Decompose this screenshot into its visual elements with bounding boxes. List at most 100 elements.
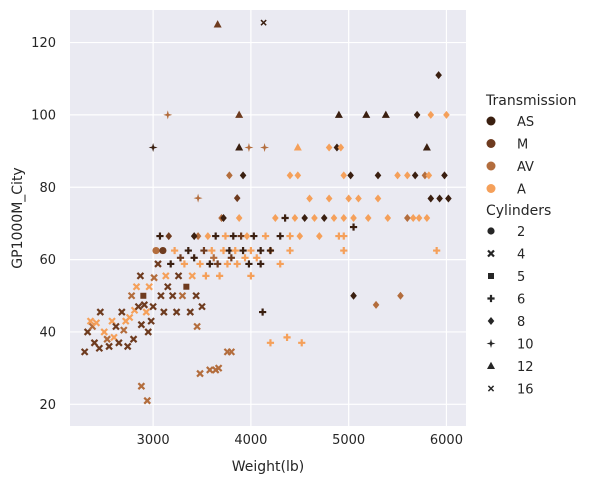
data-point — [345, 194, 352, 203]
data-point — [176, 254, 185, 262]
data-point — [364, 214, 372, 222]
data-point — [413, 110, 421, 119]
data-point — [235, 214, 243, 222]
legend-style-label: 8 — [517, 315, 525, 330]
data-point — [235, 110, 244, 118]
data-point — [206, 260, 214, 268]
data-point — [227, 254, 235, 262]
legend-style-marker — [487, 361, 495, 369]
legend-style-label: 4 — [517, 248, 525, 263]
data-point — [129, 335, 138, 343]
data-point — [172, 308, 181, 316]
data-point — [140, 292, 147, 299]
x-tick-label: 4000 — [234, 433, 267, 448]
data-point — [281, 214, 289, 222]
data-point — [330, 214, 338, 222]
data-point — [241, 254, 249, 262]
data-point — [435, 71, 442, 80]
data-point — [296, 232, 304, 241]
legend-style-label: 16 — [517, 383, 534, 398]
data-point — [425, 171, 433, 180]
data-point — [214, 364, 223, 372]
data-point — [306, 194, 313, 203]
data-point — [160, 308, 168, 316]
data-point — [239, 246, 247, 255]
legend-style-title: Cylinders — [486, 203, 551, 219]
data-point — [142, 308, 151, 316]
data-point — [125, 313, 134, 322]
data-point — [137, 320, 146, 329]
data-point — [154, 260, 162, 268]
data-point — [355, 194, 362, 203]
data-point — [445, 194, 452, 203]
y-axis-label: GP1000M_City — [10, 167, 26, 268]
data-point — [118, 308, 126, 316]
data-point — [216, 272, 224, 280]
data-point — [100, 328, 108, 336]
data-point — [294, 171, 302, 180]
data-point — [423, 214, 431, 222]
data-point — [202, 272, 210, 280]
legend-style-label: 6 — [517, 293, 525, 308]
data-point — [334, 110, 343, 118]
data-point — [163, 110, 173, 120]
x-tick-label: 3000 — [137, 433, 170, 448]
y-tick-label: 20 — [39, 398, 56, 413]
data-point — [340, 214, 348, 222]
data-point — [340, 232, 348, 240]
data-point — [171, 246, 179, 255]
data-point — [257, 246, 265, 255]
data-point — [120, 326, 128, 334]
data-point — [180, 260, 188, 268]
data-point — [164, 282, 172, 291]
data-point — [320, 214, 328, 222]
data-point — [193, 193, 203, 203]
legend-style-marker — [486, 339, 496, 348]
data-point — [244, 142, 254, 152]
data-point — [233, 194, 241, 203]
data-point — [80, 348, 89, 356]
data-point — [422, 143, 431, 151]
data-point — [340, 171, 348, 180]
data-point — [92, 319, 101, 327]
data-point — [167, 260, 175, 268]
legend-hue-label: AS — [517, 115, 534, 130]
legend-hue-label: A — [517, 183, 526, 198]
data-point — [237, 232, 245, 240]
data-point — [140, 301, 149, 309]
y-tick-label: 100 — [31, 108, 56, 123]
data-point — [298, 339, 306, 347]
data-point — [381, 110, 390, 118]
data-point — [110, 333, 118, 342]
plot-background — [70, 10, 466, 426]
data-point — [95, 344, 104, 353]
data-point — [162, 272, 170, 280]
legend-style-marker — [487, 385, 495, 392]
data-point — [157, 291, 165, 300]
legend-hue-label: M — [517, 138, 528, 153]
data-point — [311, 214, 318, 222]
data-point — [198, 302, 206, 311]
data-point — [90, 339, 99, 347]
data-point — [427, 110, 435, 119]
legend-style-label: 10 — [517, 338, 534, 353]
data-point — [404, 171, 411, 180]
y-tick-label: 60 — [39, 253, 56, 268]
data-point — [235, 143, 244, 151]
data-point — [325, 143, 333, 152]
data-point — [286, 171, 294, 180]
data-point — [250, 232, 258, 240]
data-point — [347, 171, 354, 180]
data-point — [221, 232, 230, 240]
data-point — [103, 335, 111, 343]
data-point — [184, 246, 192, 255]
data-point — [260, 19, 267, 26]
data-point — [226, 171, 233, 180]
data-point — [276, 260, 284, 268]
data-point — [147, 317, 155, 325]
data-point — [112, 322, 120, 331]
data-point — [266, 339, 275, 347]
legend-style-label: 2 — [517, 225, 525, 240]
data-point — [132, 282, 141, 291]
data-point — [183, 283, 190, 290]
